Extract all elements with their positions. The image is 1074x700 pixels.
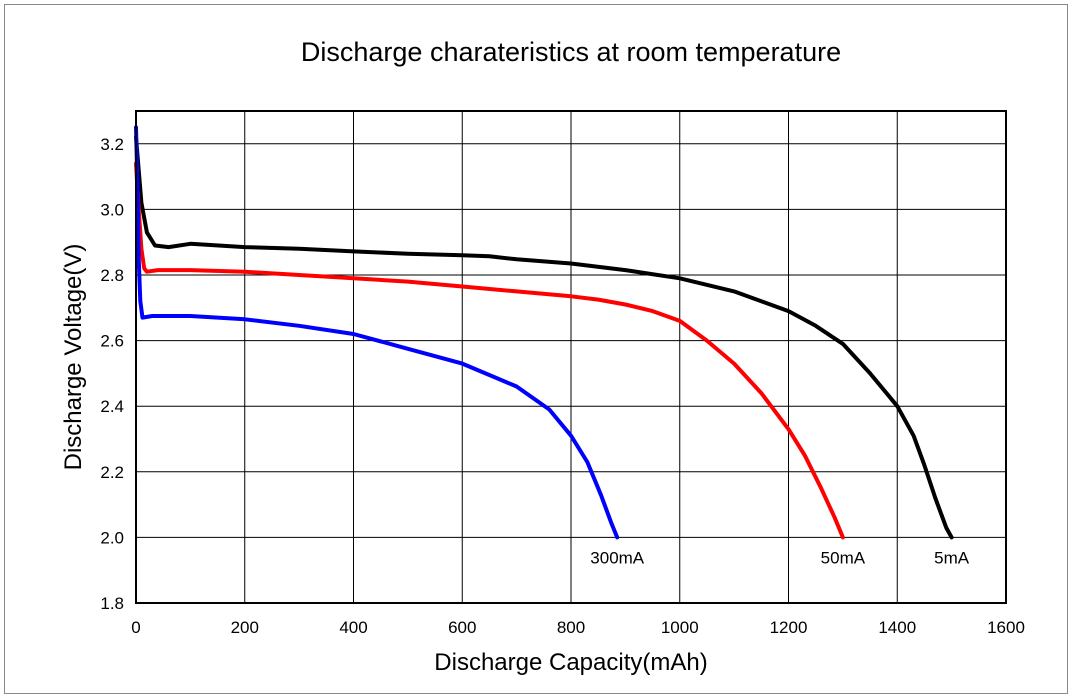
x-tick-label: 1600 bbox=[987, 618, 1025, 637]
series-line-50ma bbox=[134, 161, 845, 540]
y-tick-label: 2.4 bbox=[100, 397, 124, 416]
x-tick-label: 0 bbox=[131, 618, 140, 637]
series-label-50ma: 50mA bbox=[821, 548, 866, 567]
y-tick-label: 2.2 bbox=[100, 463, 124, 482]
chart-title: Discharge charateristics at room tempera… bbox=[301, 37, 841, 67]
y-tick-label: 3.2 bbox=[100, 135, 124, 154]
y-tick-label: 2.6 bbox=[100, 332, 124, 351]
x-tick-label: 800 bbox=[557, 618, 585, 637]
x-tick-label: 600 bbox=[448, 618, 476, 637]
x-tick-label: 400 bbox=[339, 618, 367, 637]
series-label-300ma: 300mA bbox=[590, 548, 645, 567]
x-tick-label: 200 bbox=[231, 618, 259, 637]
y-tick-labels: 1.8 2.0 2.2 2.4 2.6 2.8 3.0 3.2 bbox=[100, 135, 124, 613]
discharge-chart: 0 200 400 600 800 1000 1200 1400 1600 1.8 2.0 2.2 2… bbox=[60, 37, 1025, 676]
series-labels: 5mA 50mA 300mA bbox=[590, 548, 969, 567]
y-tick-label: 1.8 bbox=[100, 594, 124, 613]
y-tick-label: 2.8 bbox=[100, 266, 124, 285]
x-tick-label: 1200 bbox=[770, 618, 808, 637]
series-group bbox=[134, 125, 954, 540]
y-tick-label: 3.0 bbox=[100, 200, 124, 219]
grid-lines bbox=[136, 111, 1006, 603]
x-tick-label: 1400 bbox=[878, 618, 916, 637]
series-line-300ma bbox=[134, 125, 620, 540]
series-line-5ma bbox=[134, 135, 954, 540]
x-tick-labels: 0 200 400 600 800 1000 1200 1400 1600 bbox=[131, 618, 1025, 637]
y-tick-label: 2.0 bbox=[100, 528, 124, 547]
chart-frame: 0 200 400 600 800 1000 1200 1400 1600 1.8 2.0 2.2 2… bbox=[4, 4, 1068, 694]
x-tick-label: 1000 bbox=[661, 618, 699, 637]
y-axis-title: Discharge Voltage(V) bbox=[60, 244, 87, 471]
plot-border bbox=[135, 110, 1007, 604]
x-axis-title: Discharge Capacity(mAh) bbox=[434, 649, 707, 676]
series-label-5ma: 5mA bbox=[934, 548, 970, 567]
